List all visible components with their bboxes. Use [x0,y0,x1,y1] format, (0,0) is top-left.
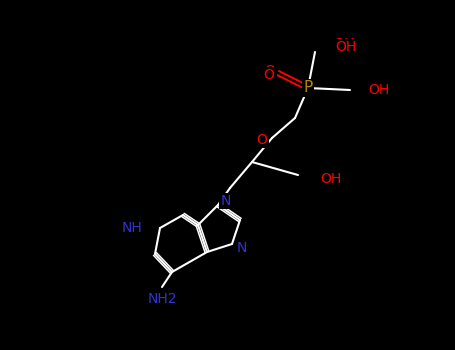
Text: OH: OH [368,83,389,97]
Text: N: N [221,194,231,208]
Text: OH: OH [335,40,356,54]
Text: O: O [257,133,268,147]
Text: NH2: NH2 [147,292,177,306]
Text: NH2: NH2 [147,292,177,306]
Text: O: O [264,64,275,78]
Text: NH: NH [121,221,142,235]
Text: OH: OH [320,172,341,186]
Text: ·: · [251,159,253,165]
Text: O: O [257,133,268,147]
Text: OH: OH [320,172,341,186]
Text: N: N [237,241,247,255]
Text: P: P [303,80,313,96]
Text: N: N [237,241,247,255]
Text: OH: OH [368,83,389,97]
Text: OH: OH [333,37,354,51]
Text: N: N [221,194,231,208]
Text: NH: NH [121,221,142,235]
Text: O: O [263,68,274,82]
